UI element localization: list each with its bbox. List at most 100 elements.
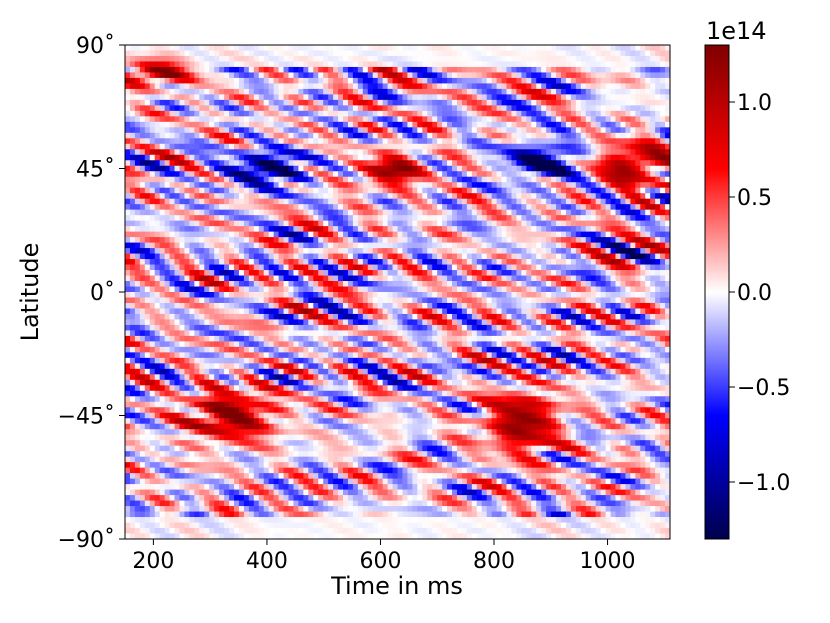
heatmap-cell xyxy=(293,154,300,161)
heatmap-cell xyxy=(318,193,324,200)
heatmap-cell xyxy=(551,110,557,117)
heatmap-cell xyxy=(635,220,641,227)
heatmap-cell xyxy=(432,204,438,211)
heatmap-cell xyxy=(224,83,230,90)
heatmap-cell xyxy=(551,99,557,106)
heatmap-cell xyxy=(338,259,344,266)
heatmap-cell xyxy=(139,264,146,271)
heatmap-cell xyxy=(541,237,547,244)
heatmap-cell xyxy=(501,149,508,156)
heatmap-cell xyxy=(253,61,260,68)
heatmap-cell xyxy=(422,116,428,123)
heatmap-cell xyxy=(343,264,349,271)
heatmap-cell xyxy=(154,220,161,227)
heatmap-cell xyxy=(382,160,389,167)
heatmap-cell xyxy=(323,193,329,200)
heatmap-cell xyxy=(184,176,191,183)
heatmap-cell xyxy=(561,88,567,95)
heatmap-cell xyxy=(655,61,661,68)
heatmap-cell xyxy=(204,264,210,271)
heatmap-cell xyxy=(407,160,413,167)
heatmap-cell xyxy=(164,83,171,90)
heatmap-cell xyxy=(660,215,666,222)
heatmap-cell xyxy=(288,286,295,293)
heatmap-cell xyxy=(615,55,622,63)
heatmap-cell xyxy=(184,83,191,90)
heatmap-cell xyxy=(521,220,527,227)
heatmap-cell xyxy=(159,204,166,211)
heatmap-cell xyxy=(303,165,309,172)
heatmap-cell xyxy=(392,116,399,123)
heatmap-cell xyxy=(268,160,275,167)
heatmap-cell xyxy=(422,215,428,222)
heatmap-cell xyxy=(422,171,428,178)
heatmap-cell xyxy=(323,237,329,244)
heatmap-cell xyxy=(357,132,364,139)
heatmap-cell xyxy=(367,165,374,172)
heatmap-cell xyxy=(303,275,309,282)
heatmap-cell xyxy=(402,281,409,288)
heatmap-cell xyxy=(387,209,394,216)
heatmap-cell xyxy=(630,50,636,57)
heatmap-cell xyxy=(605,182,612,189)
heatmap-cell xyxy=(551,116,557,123)
heatmap-cell xyxy=(258,160,265,167)
heatmap-cell xyxy=(600,270,607,277)
heatmap-cell xyxy=(511,127,518,134)
heatmap-cell xyxy=(620,121,627,128)
heatmap-cell xyxy=(377,182,384,189)
heatmap-cell xyxy=(204,121,210,128)
heatmap-cell xyxy=(204,215,210,222)
heatmap-cell xyxy=(347,165,354,172)
heatmap-cell xyxy=(521,83,527,90)
heatmap-cell xyxy=(452,154,458,161)
heatmap-cell xyxy=(605,253,612,260)
heatmap-cell xyxy=(214,292,220,299)
heatmap-cell xyxy=(184,209,191,216)
heatmap-cell xyxy=(333,226,339,233)
heatmap-cell xyxy=(229,72,235,79)
heatmap-cell xyxy=(367,66,374,74)
heatmap-cell xyxy=(402,264,409,271)
heatmap-cell xyxy=(521,88,527,95)
heatmap-cell xyxy=(551,253,557,260)
heatmap-cell xyxy=(184,237,191,244)
heatmap-cell xyxy=(427,88,433,95)
heatmap-cell xyxy=(347,77,354,85)
heatmap-cell xyxy=(263,143,270,150)
heatmap-cell xyxy=(318,143,324,150)
heatmap-cell xyxy=(333,110,339,117)
heatmap-cell xyxy=(526,204,532,211)
heatmap-cell xyxy=(343,105,349,112)
heatmap-cell xyxy=(253,176,260,183)
heatmap-cell xyxy=(570,110,577,117)
heatmap-cell xyxy=(620,50,627,57)
heatmap-cell xyxy=(556,143,562,150)
heatmap-cell xyxy=(209,88,215,95)
heatmap-cell xyxy=(298,215,304,222)
heatmap-cell xyxy=(219,160,225,167)
heatmap-cell xyxy=(323,116,329,123)
heatmap-cell xyxy=(377,154,384,161)
heatmap-cell xyxy=(367,88,374,95)
heatmap-cell xyxy=(447,110,453,117)
heatmap-cell xyxy=(278,270,285,277)
heatmap-cell xyxy=(243,264,250,271)
heatmap-cell xyxy=(303,83,309,90)
heatmap-cell xyxy=(362,160,369,167)
heatmap-cell xyxy=(655,138,661,145)
heatmap-cell xyxy=(333,204,339,211)
heatmap-cell xyxy=(556,50,562,57)
heatmap-cell xyxy=(273,281,280,288)
heatmap-cell xyxy=(640,248,646,255)
heatmap-cell xyxy=(377,127,384,134)
heatmap-cell xyxy=(456,187,463,194)
heatmap-cell xyxy=(531,242,537,249)
heatmap-cell xyxy=(149,182,156,189)
heatmap-cell xyxy=(229,176,235,183)
heatmap-cell xyxy=(456,237,463,244)
heatmap-cell xyxy=(189,187,195,194)
heatmap-cell xyxy=(189,259,195,266)
heatmap-cell xyxy=(258,171,265,178)
heatmap-cell xyxy=(357,105,364,112)
